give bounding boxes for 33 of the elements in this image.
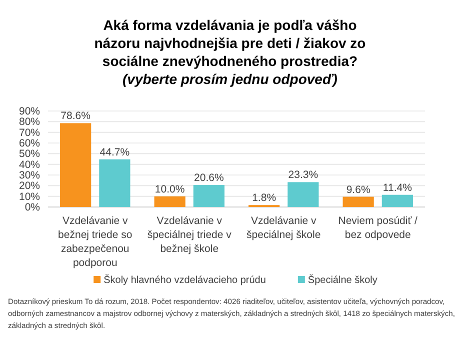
x-tick-label: Neviem posúdiť / bez odpovede — [338, 215, 418, 241]
data-label: 9.6% — [346, 184, 370, 196]
x-tick-label: Vzdelávanie v špeciálnej triede v bežnej škole — [147, 215, 232, 255]
y-tick-label: 10% — [18, 190, 40, 203]
bar — [342, 196, 374, 207]
data-label: 20.6% — [194, 172, 224, 184]
data-label: 23.3% — [288, 169, 318, 182]
y-tick-label: 30% — [18, 170, 40, 182]
data-label: 11.4% — [382, 182, 412, 194]
y-tick-label: 80% — [18, 116, 40, 128]
y-tick-label: 60% — [18, 138, 40, 150]
bar — [154, 196, 186, 207]
y-tick-label: 0% — [24, 202, 40, 214]
chart-title: Aká forma vzdelávania je podľa vášho názoru najvhodnejšia pre deti / žiakov zo sociálne znevýhodneného prostredia? — [94, 17, 366, 69]
x-tick-label: Vzdelávanie v špeciálnej škole — [246, 215, 321, 241]
y-tick-label: 70% — [18, 126, 40, 139]
y-tick-label: 90% — [18, 106, 40, 118]
bar — [288, 182, 319, 207]
data-label: 78.6% — [60, 110, 90, 122]
legend-label: Špeciálne školy — [308, 274, 378, 286]
data-label: 44.7% — [100, 146, 130, 158]
bar — [99, 159, 130, 207]
bar — [193, 185, 224, 207]
legend-label: Školy hlavného vzdelávacieho prúdu — [104, 274, 266, 286]
x-tick-label: Vzdelávanie v bežnej triede so zabezpečenou podporou — [58, 215, 132, 269]
y-tick-label: 50% — [18, 148, 40, 160]
y-tick-label: 40% — [18, 158, 40, 171]
chart-subtitle: (vyberte prosím jednu odpoveď) — [122, 71, 338, 87]
bar — [382, 194, 413, 207]
y-tick-label: 20% — [18, 180, 40, 192]
data-label: 10.0% — [154, 183, 185, 196]
bar — [60, 123, 92, 207]
data-label: 1.8% — [252, 192, 276, 204]
